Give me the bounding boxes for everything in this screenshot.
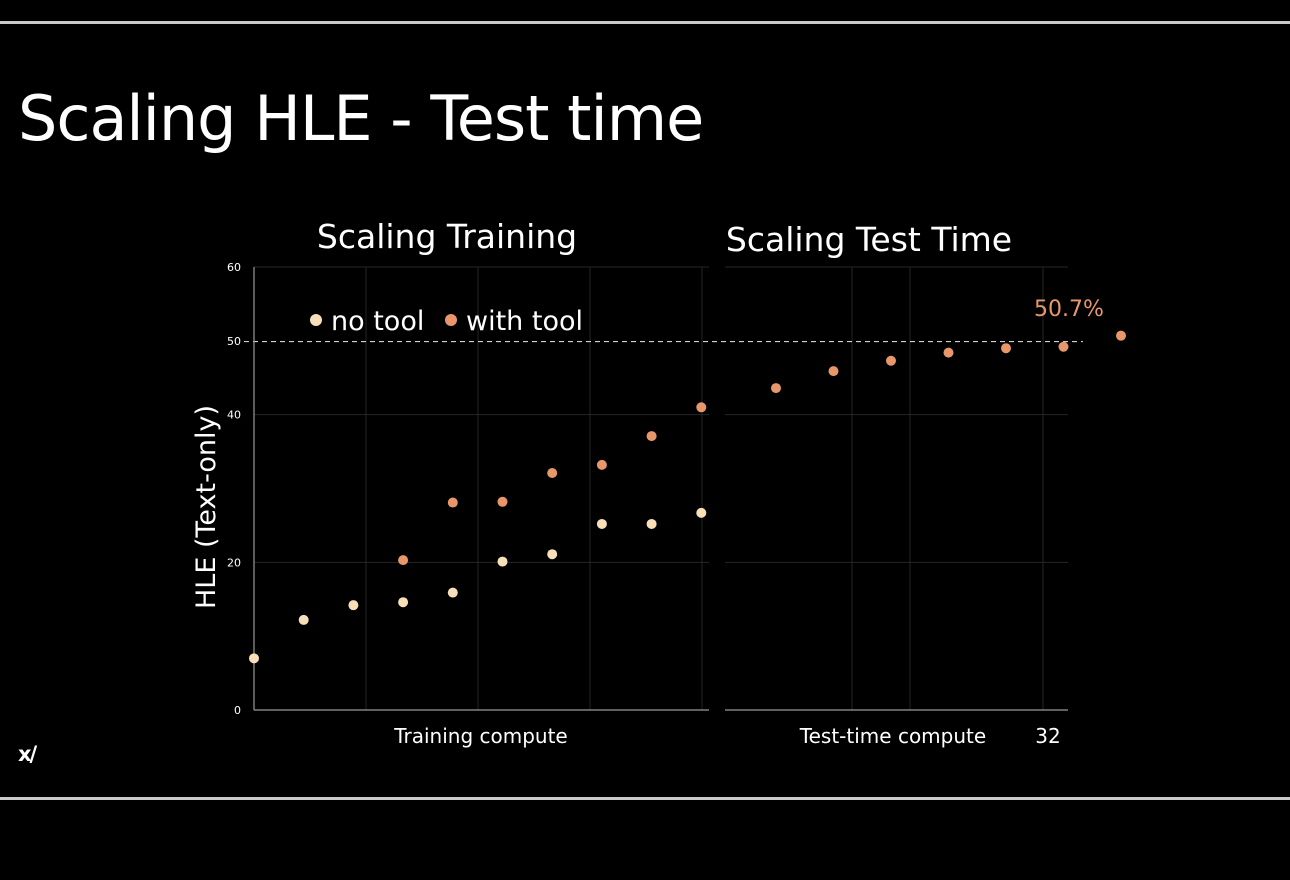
point-test-time — [828, 366, 839, 377]
y-tick-label: 20 — [227, 556, 241, 569]
right-x-axis-label: Test-time compute — [799, 724, 986, 748]
bottom-border — [0, 797, 1290, 800]
point-no-tool — [547, 549, 558, 560]
point-test-time — [1116, 330, 1126, 341]
data-points — [249, 330, 1126, 664]
point-no-tool — [348, 600, 359, 611]
legend-label-with-tool: with tool — [466, 306, 583, 337]
point-no-tool — [596, 518, 607, 529]
y-tick-label: 60 — [227, 261, 241, 274]
legend-marker-no-tool — [310, 314, 322, 326]
right-x-tick-label: 32 — [1035, 724, 1060, 748]
point-no-tool — [398, 597, 409, 608]
point-with-tool — [497, 496, 508, 507]
peak-annotation: 50.7% — [1034, 297, 1104, 322]
point-with-tool — [447, 497, 458, 508]
point-with-tool — [547, 467, 558, 478]
left-x-axis-label: Training compute — [393, 724, 568, 748]
point-test-time — [943, 347, 954, 358]
grid-lines — [254, 266, 1068, 710]
point-no-tool — [298, 614, 309, 625]
point-with-tool — [646, 431, 657, 442]
top-border — [0, 21, 1290, 24]
point-with-tool — [596, 459, 607, 470]
left-panel-title: Scaling Training — [317, 217, 577, 256]
point-test-time — [886, 355, 896, 366]
point-with-tool — [696, 402, 707, 413]
y-axis-label: HLE (Text-only) — [191, 405, 222, 609]
axes: 0 20 40 50 60 — [227, 261, 1068, 717]
point-test-time — [1001, 343, 1011, 354]
point-no-tool — [646, 518, 657, 529]
point-test-time — [1058, 341, 1069, 352]
point-no-tool — [249, 653, 259, 664]
legend-marker-with-tool — [445, 314, 457, 326]
slide-title: Scaling HLE - Test time — [18, 82, 704, 155]
legend-label-no-tool: no tool — [331, 306, 424, 337]
right-panel-title: Scaling Test Time — [726, 220, 1012, 259]
point-with-tool — [398, 555, 409, 566]
y-tick-label: 0 — [234, 704, 241, 717]
point-no-tool — [497, 556, 508, 567]
y-tick-label: 40 — [227, 409, 241, 422]
point-no-tool — [447, 587, 458, 598]
point-no-tool — [696, 507, 707, 518]
y-tick-label: 50 — [227, 335, 241, 348]
point-test-time — [771, 383, 781, 394]
xai-logo-icon: x/ — [18, 742, 37, 766]
